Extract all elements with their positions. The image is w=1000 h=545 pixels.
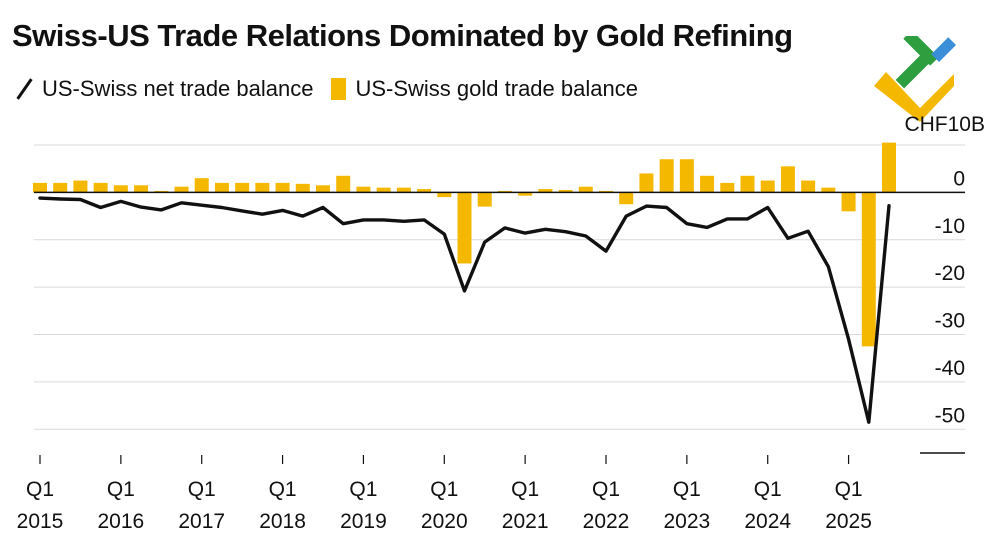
gold-bar-28 [599,190,613,193]
gold-bar-22 [477,192,492,207]
x-tick-label-year: 2024 [744,510,791,533]
brand-logo-icon [874,36,957,122]
gold-bar-24 [518,192,533,196]
bars-layer [33,142,896,347]
grid-layer [34,144,965,430]
x-tick-label-quarter: Q1 [754,478,782,501]
x-tick-label-year: 2016 [97,510,144,533]
y-tick-label: -20 [935,262,965,285]
gold-bar-38 [801,180,816,193]
gold-bar-9 [214,182,229,193]
gold-bar-35 [740,175,755,193]
x-tick-label-quarter: Q1 [107,478,135,501]
gold-bar-12 [275,182,290,193]
x-tick-label-year: 2019 [340,510,387,533]
gold-bar-41 [861,192,876,347]
x-tick-label-year: 2015 [17,510,64,533]
gold-bar-2 [73,180,88,193]
legend-label-gold-trade: US-Swiss gold trade balance [355,76,638,101]
x-tick-label-quarter: Q1 [592,478,620,501]
x-tick-label-quarter: Q1 [835,478,863,501]
legend-bar-swatch [331,78,347,100]
gold-bar-25 [538,189,553,193]
x-tick-label-year: 2017 [178,510,225,533]
gold-bar-33 [700,175,715,193]
gold-bar-40 [841,192,856,212]
gold-bar-31 [659,159,674,193]
gold-bar-6 [154,190,169,193]
gold-bar-15 [336,175,351,193]
x-tick-label-year: 2020 [421,510,468,533]
gold-bar-39 [821,187,836,193]
x-tick-label-year: 2025 [825,510,872,533]
gold-bar-42 [882,142,896,193]
x-tick-label-year: 2023 [663,510,710,533]
gold-bar-23 [497,190,512,193]
x-tick-label-year: 2018 [259,510,306,533]
gold-bar-4 [113,185,128,193]
x-tick-label-quarter: Q1 [188,478,216,501]
gold-bar-34 [720,182,735,193]
line-layer [38,196,891,424]
gold-bar-3 [93,182,108,193]
gold-bar-11 [255,182,270,193]
x-axis-labels: Q1 2015 Q1 2016 Q1 2017 Q1 2018 Q1 2019 Q1 2020 Q1 20… [17,455,872,533]
gold-bar-7 [174,186,189,193]
legend-label-net-trade: US-Swiss net trade balance [42,76,314,101]
gold-bar-36 [760,180,775,193]
gold-bar-16 [356,186,371,193]
axis-layer [34,191,965,454]
x-tick-label-year: 2022 [583,510,630,533]
y-tick-label: -30 [935,310,965,333]
gold-bar-0 [33,182,47,193]
gold-bar-30 [639,173,654,193]
y-unit-label: CHF10B [904,113,985,136]
gold-bar-21 [457,192,472,264]
gold-bar-13 [295,183,310,193]
logo-green-bar-lower [895,51,933,89]
x-tick-label-quarter: Q1 [673,478,701,501]
chart-title: Swiss-US Trade Relations Dominated by Go… [12,18,793,53]
chart-legend: US-Swiss net trade balance US-Swiss gold… [14,74,656,104]
legend-item-net-trade: US-Swiss net trade balance [14,76,313,102]
legend-item-gold-trade: US-Swiss gold trade balance [331,76,638,102]
gold-bar-19 [417,189,432,193]
logo-green-bar-upper [903,36,939,66]
gold-bar-37 [780,166,795,193]
y-axis-labels: 0 -10 -20 -30 -40 -50 CHF10B [904,113,985,427]
gold-bar-18 [396,187,411,193]
gold-bar-26 [558,190,573,193]
gold-bar-32 [679,159,694,193]
gold-bar-29 [619,192,634,205]
y-tick-label: -50 [935,404,965,427]
x-tick-label-quarter: Q1 [349,478,377,501]
x-tick-label-quarter: Q1 [430,478,458,501]
logo-blue-bar [931,37,957,63]
gold-bar-27 [578,186,593,193]
x-tick-label-year: 2021 [502,510,549,533]
y-tick-label: -10 [935,215,965,238]
y-tick-label: -40 [935,357,965,380]
gold-bar-1 [53,182,68,193]
y-tick-label: 0 [953,167,965,190]
x-tick-label-quarter: Q1 [511,478,539,501]
logo-yellow-chevron [874,72,954,122]
x-tick-label-quarter: Q1 [269,478,297,501]
gold-bar-8 [194,178,209,193]
gold-bar-20 [437,192,452,198]
gold-bar-17 [376,187,391,193]
x-tick-label-quarter: Q1 [26,478,54,501]
gold-bar-10 [235,182,250,193]
gold-bar-5 [134,185,149,193]
gold-bar-14 [316,185,330,193]
